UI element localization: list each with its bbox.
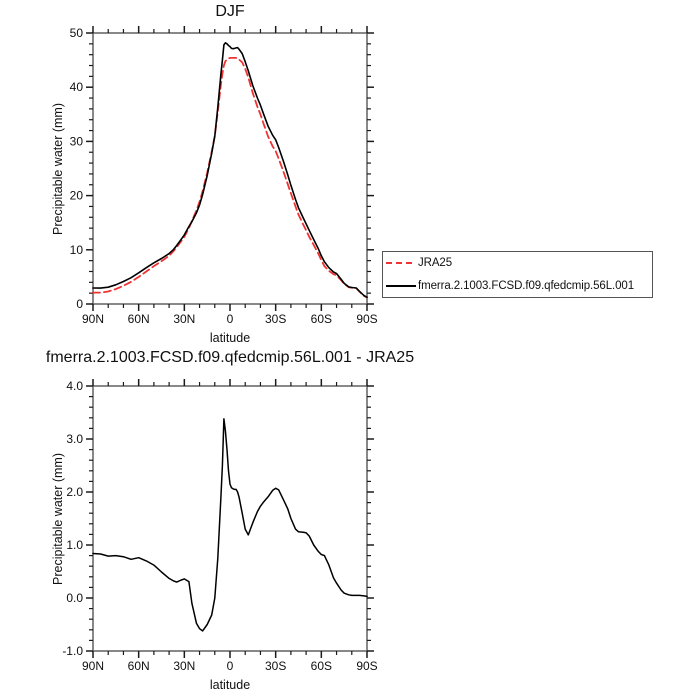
top-x-tick-label: 30S — [265, 312, 286, 326]
top-y-tick-label: 20 — [70, 189, 84, 203]
legend-label-jra25: JRA25 — [418, 257, 453, 270]
top-x-tick-label: 30N — [173, 312, 195, 326]
top-x-tick-label: 0 — [227, 312, 234, 326]
top-y-axis-label: Precipitable water (mm) — [51, 103, 65, 235]
legend: JRA25 fmerra.2.1003.FCSD.f09.qfedcmip.56… — [382, 251, 653, 298]
top-x-tick-label: 60S — [311, 312, 332, 326]
series-fmerra-2-1003-fcsd-f09-qfedcmip-56l-001-curve — [92, 42, 368, 298]
top-x-tick-label: 60N — [128, 312, 150, 326]
bottom-y-tick-label: 0.0 — [66, 591, 83, 605]
bottom-y-tick-label: 4.0 — [66, 379, 83, 393]
jra25-dashed-line-sample — [386, 262, 416, 265]
bottom-chart-frame — [92, 385, 368, 652]
top-y-tick-label: 50 — [70, 26, 84, 40]
bottom-y-tick-label: 2.0 — [66, 485, 83, 499]
bottom-x-tick-label: 90N — [82, 659, 104, 673]
bottom-y-tick-label: -1.0 — [62, 644, 83, 658]
top-y-tick-label: 30 — [70, 134, 84, 148]
bottom-chart-title: fmerra.2.1003.FCSD.f09.qfedcmip.56L.001 … — [45, 349, 415, 366]
top-x-tick-label: 90S — [356, 312, 377, 326]
bottom-x-tick-label: 30N — [173, 659, 195, 673]
bottom-y-tick-label: 1.0 — [66, 538, 83, 552]
model-solid-line-sample — [386, 284, 416, 287]
bottom-x-tick-label: 60N — [128, 659, 150, 673]
legend-label-model: fmerra.2.1003.FCSD.f09.qfedcmip.56L.001 — [418, 279, 634, 292]
bottom-x-tick-label: 0 — [227, 659, 234, 673]
top-x-tick-label: 90N — [82, 312, 104, 326]
bottom-x-tick-label: 60S — [311, 659, 332, 673]
bottom-x-tick-label: 30S — [265, 659, 286, 673]
top-y-tick-label: 10 — [70, 243, 84, 257]
top-y-tick-label: 40 — [70, 80, 84, 94]
legend-item-jra25: JRA25 — [383, 252, 652, 274]
legend-item-model: fmerra.2.1003.FCSD.f09.qfedcmip.56L.001 — [383, 275, 652, 297]
bottom-y-tick-label: 3.0 — [66, 432, 83, 446]
top-y-tick-label: 0 — [76, 297, 83, 311]
top-x-axis-label: latitude — [209, 331, 251, 345]
series-jra25-curve — [92, 57, 368, 299]
series-difference-curve — [92, 418, 368, 632]
bottom-x-axis-label: latitude — [209, 678, 251, 692]
top-chart-title: DJF — [215, 3, 245, 20]
bottom-x-tick-label: 90S — [356, 659, 377, 673]
bottom-y-axis-label: Precipitable water (mm) — [51, 453, 65, 585]
